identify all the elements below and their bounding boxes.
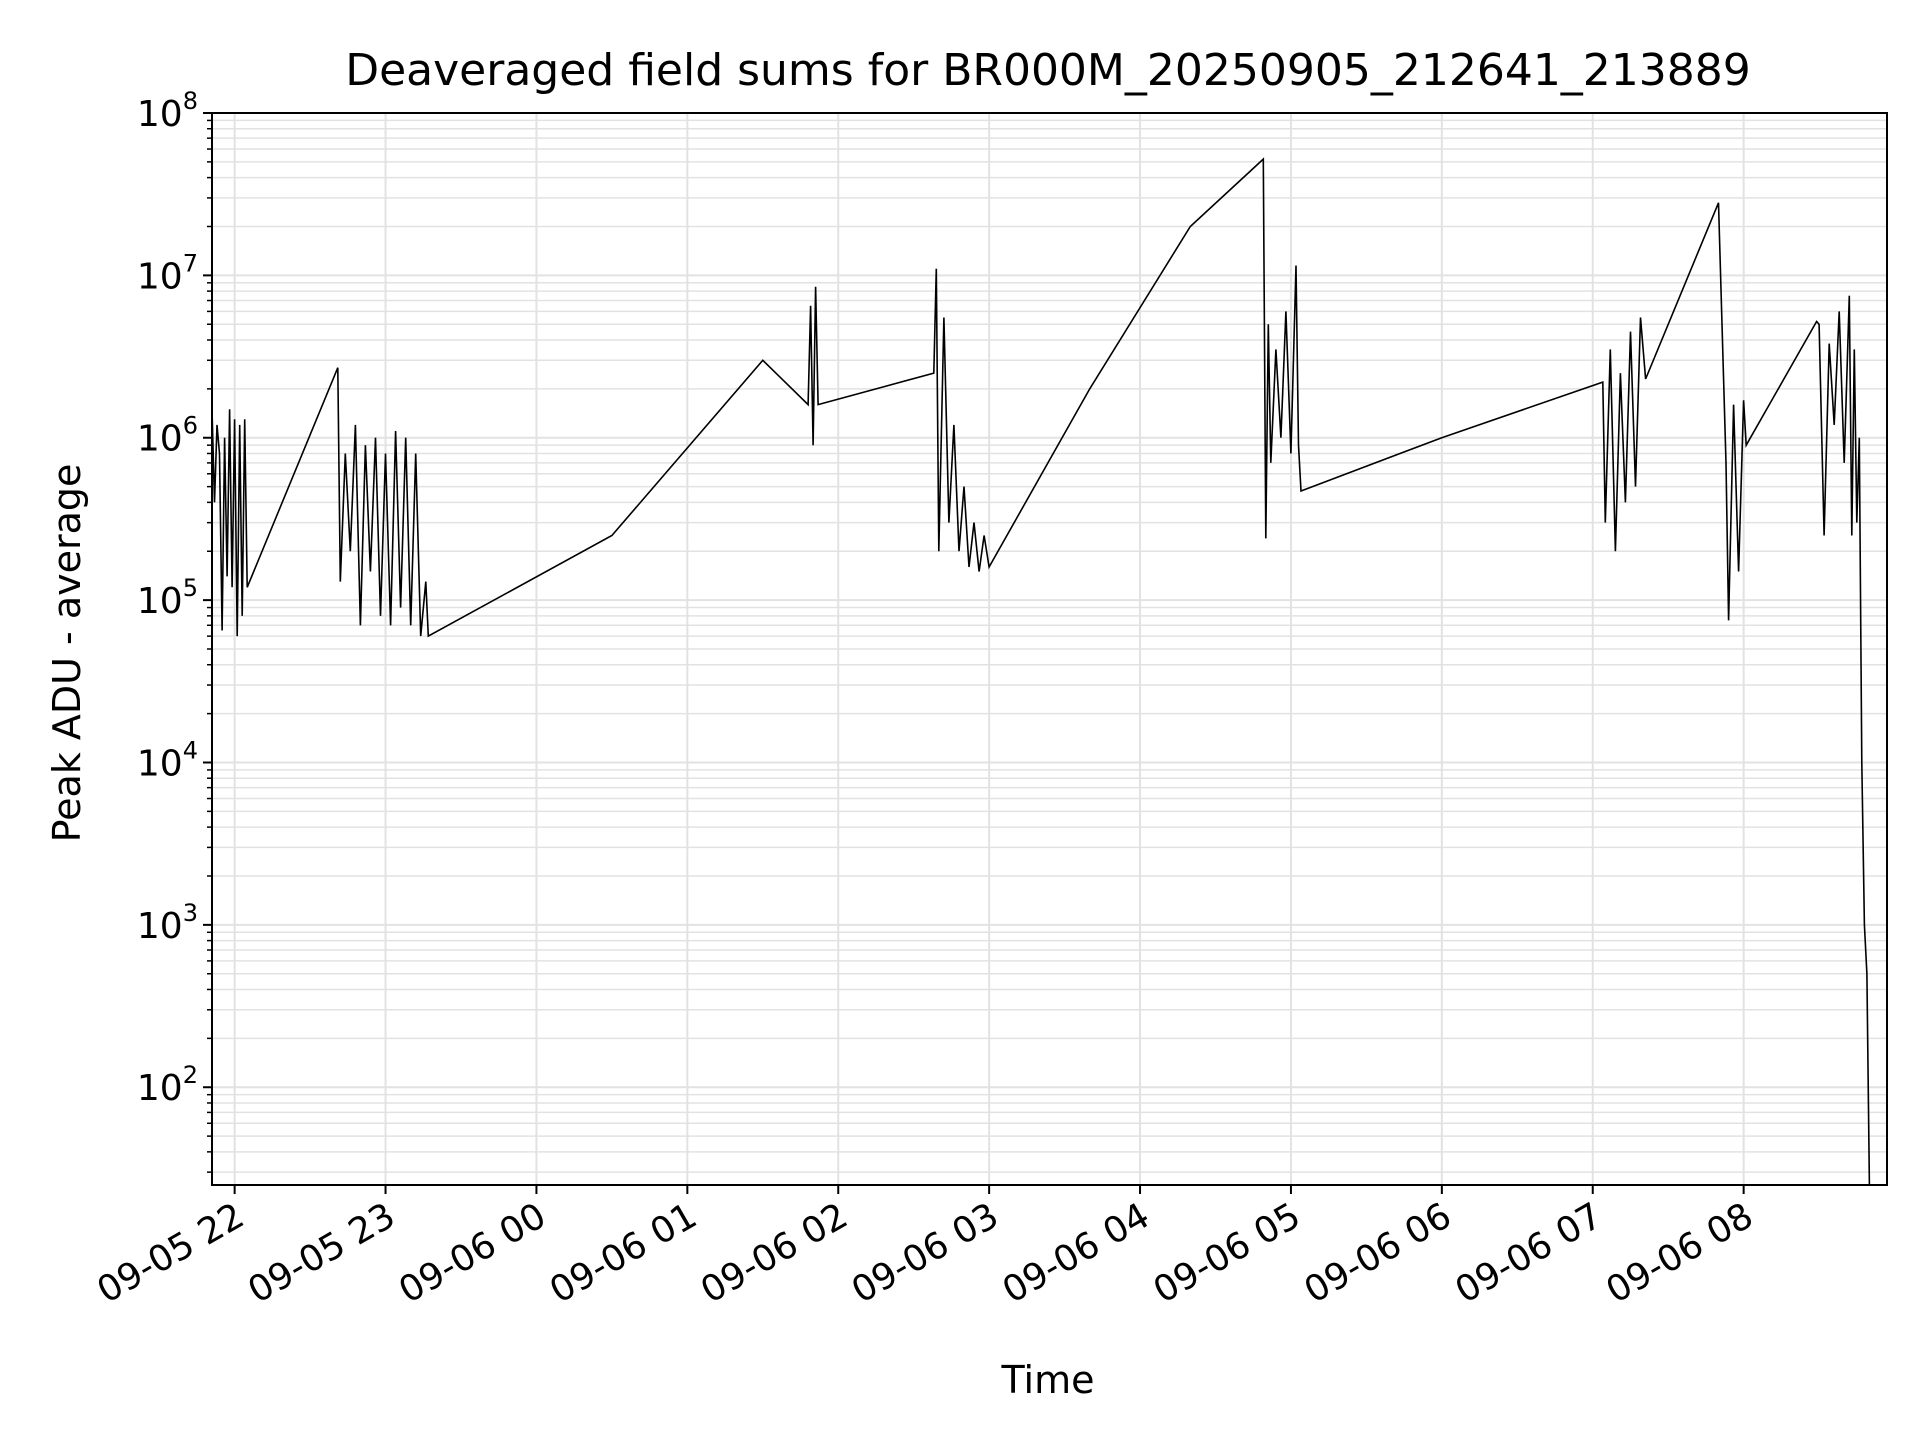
y-tick-label: 104 xyxy=(137,736,198,784)
tick-marks xyxy=(203,112,1745,1194)
y-tick-label: 102 xyxy=(137,1061,198,1109)
y-tick-label: 108 xyxy=(137,87,198,135)
x-axis-label: Time xyxy=(1001,1358,1095,1402)
y-tick-label: 107 xyxy=(137,249,198,297)
y-tick-labels: 102 103 104 105 106 107 108 xyxy=(137,87,198,1109)
y-tick-label: 106 xyxy=(137,412,198,460)
series-layer xyxy=(211,157,1871,1186)
grid-lines xyxy=(212,112,1887,1185)
chart-title: Deaveraged field sums for BR000M_2025090… xyxy=(345,45,1751,96)
y-tick-label: 103 xyxy=(137,899,198,947)
series-line xyxy=(211,157,1871,1186)
y-tick-label: 105 xyxy=(137,574,198,622)
y-axis-label: Peak ADU - average xyxy=(45,464,89,843)
